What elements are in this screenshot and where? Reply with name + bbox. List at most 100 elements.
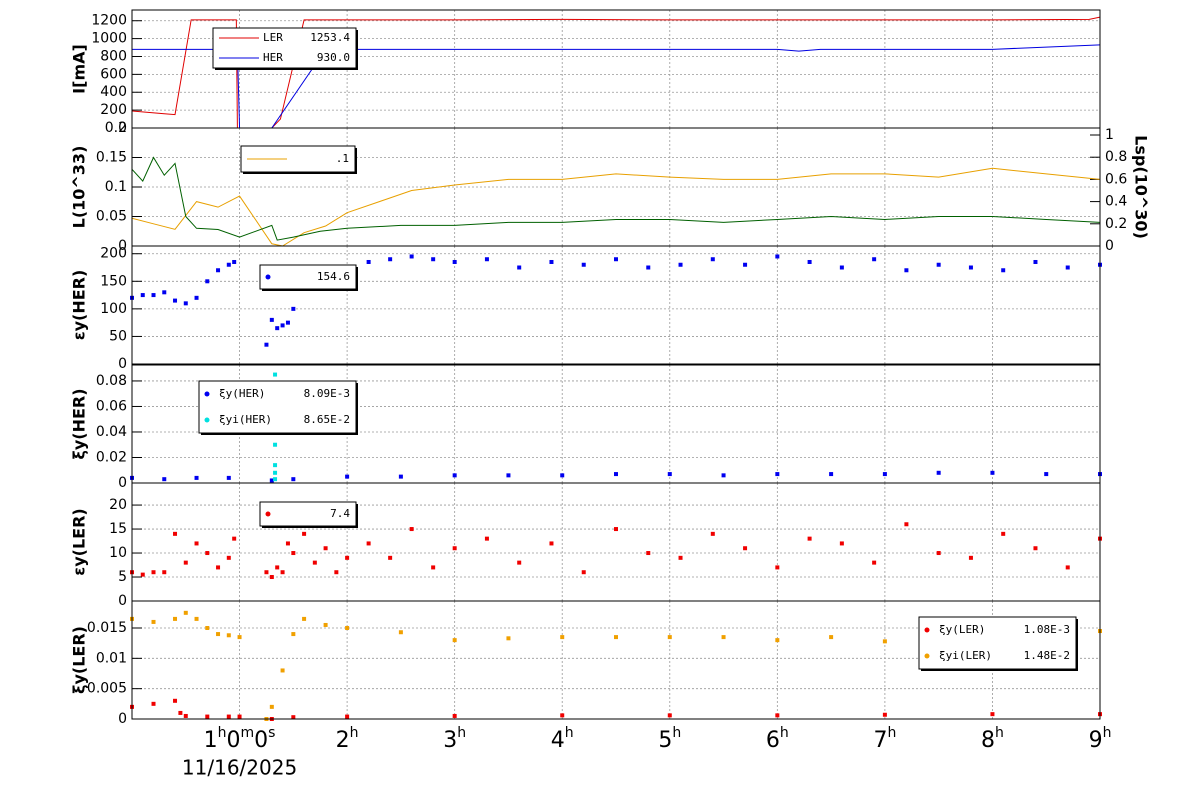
point <box>667 635 672 640</box>
y-tick-label: 800 <box>100 48 127 64</box>
y2-tick-label: 0.4 <box>1105 194 1127 210</box>
point <box>398 474 403 479</box>
point <box>990 470 995 475</box>
y-tick-label: 1200 <box>91 13 127 29</box>
point <box>872 257 877 262</box>
point <box>614 472 618 477</box>
unit: h <box>565 725 574 741</box>
point <box>431 257 436 262</box>
digit: 3 <box>443 728 457 753</box>
y-axis-label: L(10^33) <box>70 146 89 229</box>
x-tick-label: 9h <box>1089 725 1112 753</box>
legend-label: HER <box>263 51 283 64</box>
point <box>151 570 156 575</box>
point <box>560 473 565 478</box>
y-tick-label: 5 <box>118 569 127 585</box>
point <box>302 616 307 621</box>
point <box>409 254 414 259</box>
point <box>936 551 941 556</box>
point <box>721 635 726 640</box>
point <box>484 536 489 541</box>
point <box>807 536 812 541</box>
point <box>280 323 285 328</box>
y-tick-label: 0 <box>118 238 127 254</box>
point <box>194 616 199 621</box>
point <box>882 472 887 477</box>
y2-tick-label: 1 <box>1105 127 1114 143</box>
point <box>151 701 156 706</box>
digit: 0 <box>254 728 268 753</box>
point <box>506 636 511 641</box>
point <box>205 551 210 556</box>
point <box>269 317 274 322</box>
point <box>775 254 780 259</box>
point <box>366 541 371 546</box>
point <box>291 632 296 637</box>
y-tick-label: 0 <box>118 120 127 136</box>
point <box>775 472 780 477</box>
legend-label: ξy(LER) <box>939 623 985 636</box>
point <box>936 262 941 267</box>
y-tick-label: 0.15 <box>96 150 127 166</box>
point <box>743 262 748 267</box>
point <box>1065 265 1070 270</box>
point <box>646 265 651 270</box>
point <box>345 474 350 479</box>
y-tick-label: 200 <box>100 102 127 118</box>
point <box>334 570 339 575</box>
legend-box <box>259 501 357 527</box>
point <box>162 570 167 575</box>
point <box>710 257 715 262</box>
point <box>237 714 242 719</box>
digit: 5 <box>658 728 672 753</box>
point <box>140 572 145 577</box>
point <box>904 522 909 527</box>
point <box>990 712 995 717</box>
digit: 2 <box>336 728 350 753</box>
unit: h <box>350 725 359 741</box>
point <box>549 259 554 264</box>
x-tick-label: 6h <box>766 725 789 753</box>
x-tick-label: 4h <box>551 725 574 753</box>
y-tick-label: 20 <box>109 497 127 513</box>
point <box>269 575 274 580</box>
y-tick-label: 0.2 <box>105 120 127 136</box>
point <box>936 470 941 475</box>
point <box>194 475 199 480</box>
y-tick-label: 200 <box>100 246 127 262</box>
point <box>291 715 296 720</box>
point <box>226 555 231 560</box>
point <box>140 293 145 298</box>
point <box>173 616 178 621</box>
point <box>226 633 231 638</box>
y-tick-label: 600 <box>100 66 127 82</box>
series-line <box>131 16 1101 129</box>
point <box>829 472 834 477</box>
y-axis-label: I[mA] <box>70 44 89 94</box>
y-tick-label: 0 <box>118 475 127 491</box>
point <box>807 259 812 264</box>
point <box>517 560 522 565</box>
y-tick-label: 10 <box>109 545 127 561</box>
point <box>968 265 973 270</box>
point <box>1001 268 1006 273</box>
point <box>409 527 414 532</box>
point <box>968 555 973 560</box>
point <box>280 668 285 673</box>
point <box>323 546 328 551</box>
y-tick-label: 0 <box>118 711 127 727</box>
point <box>269 704 274 709</box>
legend: ξy(HER) 8.09E-3 ξyi(HER) 8.65E-2 <box>198 380 358 435</box>
plot-area <box>130 522 1102 580</box>
point <box>264 342 269 347</box>
point <box>205 625 210 630</box>
plot-area <box>130 254 1102 347</box>
point <box>323 622 328 627</box>
point <box>226 262 231 267</box>
unit: m <box>241 725 255 741</box>
point <box>484 257 489 262</box>
x-tick-label: 7h <box>873 725 896 753</box>
legend-label: ξyi(HER) <box>219 413 272 426</box>
legend-value: .1 <box>336 152 349 165</box>
point <box>237 635 242 640</box>
